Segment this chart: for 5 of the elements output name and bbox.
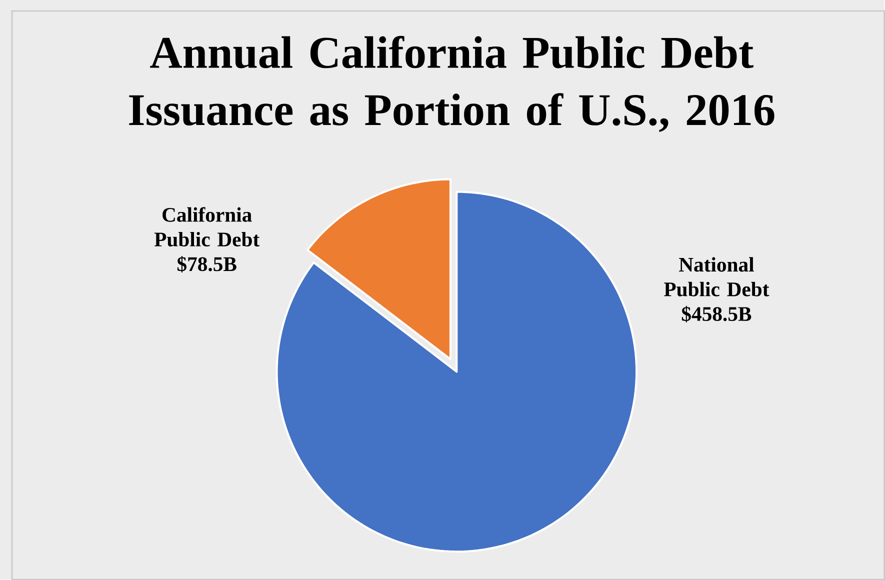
data-label: $78.5B [177, 256, 236, 272]
chart-title: Annual California Public Debt Issuance as Portion of U.S., 2016 [129, 36, 774, 132]
slice-label: California Public Debt [154, 206, 260, 246]
data-label: $458.5B [682, 306, 752, 322]
slice-label: National Public Debt [664, 257, 770, 296]
